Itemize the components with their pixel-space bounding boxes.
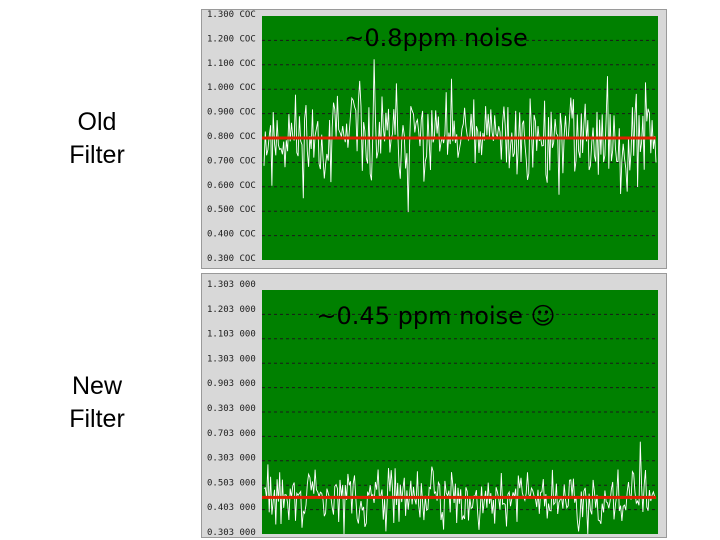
y-tick-label: 0.900 COC (207, 108, 256, 118)
y-tick-label: 0.600 COC (207, 181, 256, 191)
y-tick-label: 0.403 000 (207, 503, 256, 513)
old-filter-chart: 1.300 COC 1.200 COC 1.100 COC 1.000 COC 0.90… (201, 9, 667, 269)
y-tick-label: 0.303 000 (207, 404, 256, 414)
y-tick-label: 1.303 000 (207, 280, 256, 290)
noise-annotation: ~0.8ppm noise (344, 24, 528, 52)
y-tick-label: 1.300 COC (207, 10, 256, 20)
y-tick-label: 1.000 COC (207, 83, 256, 93)
y-tick-label: 1.203 000 (207, 305, 256, 315)
old-label-line-1: Old (77, 108, 117, 136)
y-tick-label: 0.303 000 (207, 454, 256, 464)
y-tick-label: 0.700 COC (207, 156, 256, 166)
y-tick-label: 1.100 COC (207, 59, 256, 69)
y-tick-label: 0.903 000 (207, 379, 256, 389)
noise-annotation: ~0.45 ppm noise ☺ (316, 302, 555, 330)
y-tick-label: 1.103 000 (207, 330, 256, 340)
old-label-line-2: Filter (69, 141, 125, 169)
y-tick-label: 0.500 COC (207, 205, 256, 215)
new-label-line-1: New (71, 372, 122, 400)
y-tick-label: 0.303 000 (207, 528, 256, 537)
y-tick-label: 0.400 COC (207, 230, 256, 240)
old-filter-label: Old Filter (22, 106, 172, 172)
new-filter-chart-svg: 1.303 000 1.203 000 1.103 000 1.303 000 0.90… (207, 280, 658, 537)
noise-trace (263, 59, 657, 213)
y-tick-label: 0.503 000 (207, 478, 256, 488)
y-tick-label: 0.703 000 (207, 429, 256, 439)
new-label-line-2: Filter (69, 405, 125, 433)
y-tick-label: 0.300 COC (207, 254, 256, 264)
y-tick-label: 0.800 COC (207, 132, 256, 142)
y-tick-label: 1.200 COC (207, 34, 256, 44)
y-tick-label: 1.303 000 (207, 354, 256, 364)
new-filter-label: New Filter (22, 370, 172, 436)
old-filter-chart-svg: 1.300 COC 1.200 COC 1.100 COC 1.000 COC 0.90… (207, 10, 658, 264)
new-filter-chart: 1.303 000 1.203 000 1.103 000 1.303 000 0.90… (201, 273, 667, 538)
